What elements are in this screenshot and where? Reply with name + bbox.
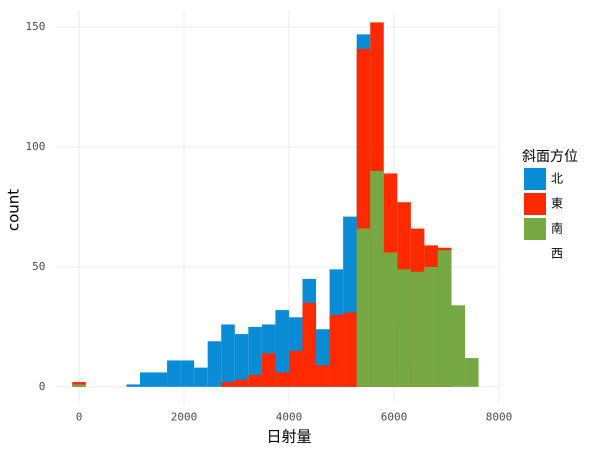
bar <box>465 358 479 387</box>
legend-key <box>524 193 546 215</box>
bar <box>167 360 181 387</box>
bar <box>248 326 262 387</box>
x-tick-label: 8000 <box>486 411 513 424</box>
legend-key <box>524 168 546 190</box>
bar <box>383 252 398 387</box>
bar <box>356 228 371 387</box>
bar <box>329 314 344 387</box>
bar <box>221 382 235 387</box>
legend-label: 東 <box>551 197 563 211</box>
bar <box>397 269 411 387</box>
legend-title: 斜面方位 <box>522 149 578 165</box>
bar <box>207 341 222 387</box>
y-tick-label: 0 <box>39 380 46 393</box>
x-axis-title: 日射量 <box>266 428 311 446</box>
bar <box>302 302 317 387</box>
bar <box>288 350 303 387</box>
bar <box>316 365 330 387</box>
bar <box>261 353 276 387</box>
bar <box>437 250 452 387</box>
y-tick-label: 100 <box>26 140 46 153</box>
bar <box>410 271 425 387</box>
bar <box>180 360 195 387</box>
x-tick-label: 0 <box>76 411 83 424</box>
bar <box>424 266 438 387</box>
bar <box>72 382 86 387</box>
legend-key <box>524 218 546 240</box>
bar <box>126 384 140 387</box>
legend-label: 南 <box>551 221 563 236</box>
y-tick-label: 50 <box>32 260 45 273</box>
bar <box>275 310 289 387</box>
x-tick-label: 6000 <box>381 411 408 424</box>
bar <box>370 171 384 387</box>
bar <box>234 379 249 387</box>
bar <box>275 372 289 387</box>
x-tick-label: 2000 <box>171 411 198 424</box>
bar <box>343 312 357 387</box>
bar <box>194 367 208 387</box>
y-axis-title: count <box>5 189 23 231</box>
legend-label: 北 <box>551 172 563 186</box>
bar <box>221 324 235 387</box>
legend-label: 西 <box>551 247 563 261</box>
bar <box>72 384 86 387</box>
bar <box>234 334 249 387</box>
bar <box>139 372 154 387</box>
bar <box>248 374 262 387</box>
y-tick-label: 150 <box>26 20 46 33</box>
bar <box>153 372 168 387</box>
x-tick-label: 4000 <box>276 411 303 424</box>
bar <box>451 305 466 387</box>
